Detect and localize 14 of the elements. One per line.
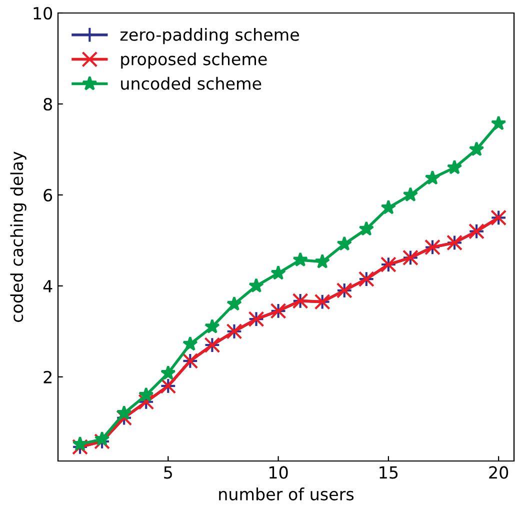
x-axis-title: number of users <box>219 488 354 500</box>
x-tick-label: 10 <box>270 466 288 479</box>
x-tick-label: 20 <box>489 466 508 479</box>
y-axis-title: coded caching delay <box>10 152 26 322</box>
legend-label: zero-padding scheme <box>120 28 299 44</box>
y-tick-label: 6 <box>44 188 52 202</box>
y-tick-label: 8 <box>44 98 52 111</box>
y-tick-label: 10 <box>34 6 52 20</box>
x-tick-label: 5 <box>164 466 172 479</box>
x-tick-label: 15 <box>380 466 398 479</box>
y-tick-label: 2 <box>44 370 52 384</box>
legend-label: proposed scheme <box>121 52 267 69</box>
legend-label: uncoded scheme <box>121 76 262 90</box>
y-tick-label: 4 <box>43 280 52 292</box>
